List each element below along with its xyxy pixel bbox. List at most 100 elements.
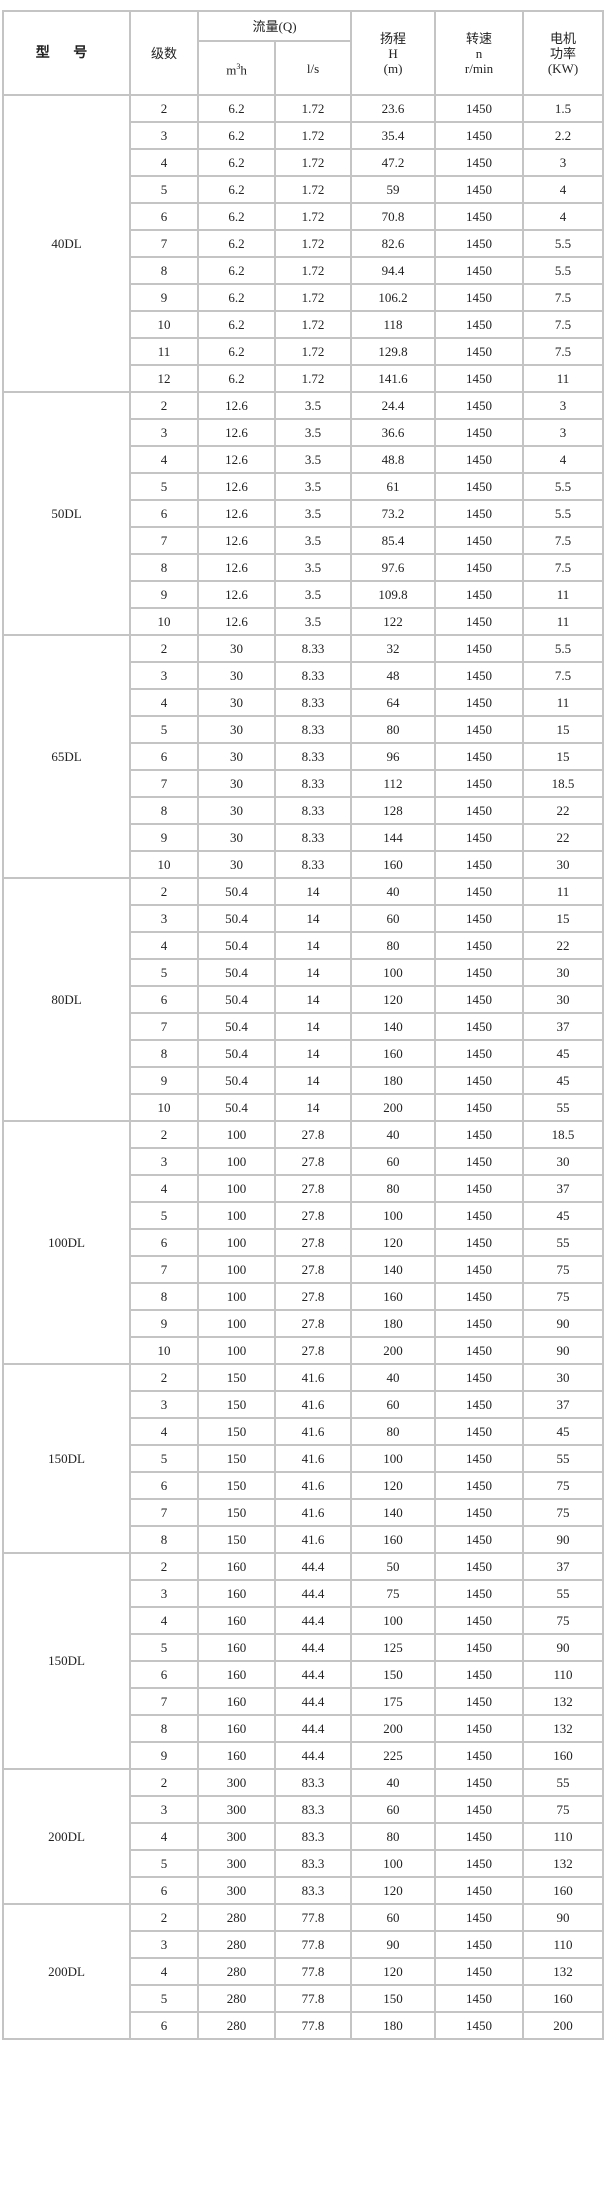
stages-cell: 7 [129,1255,199,1284]
power-cell: 15 [522,715,604,744]
speed-cell: 1450 [434,634,525,663]
flow-m3h-cell: 280 [197,1957,276,1986]
power-cell: 4 [522,175,604,204]
table-row: 65DL 2 30 8.33 32 1450 5.5 [2,634,604,879]
flow-ls-cell: 41.6 [273,1444,353,1473]
header-power-line1: 电机 [550,30,577,46]
flow-m3h-cell: 50.4 [197,1093,276,1122]
table-row: 4 300 83.3 80 1450 110 [3,1822,604,1851]
power-cell: 90 [522,1309,604,1338]
speed-cell: 1450 [434,1768,525,1797]
power-cell: 160 [522,1984,604,2013]
flow-ls-cell: 44.4 [273,1714,353,1743]
power-cell: 5.5 [522,256,604,285]
flow-m3h-cell: 300 [197,1795,276,1824]
speed-cell: 1450 [434,688,525,717]
power-cell: 132 [522,1957,604,1986]
pump-spec-table: 型 号 级数 流量(Q) 扬程 H (m) 转速 n r/min 电机 功率 (KW) m3… [2,10,604,2040]
speed-cell: 1450 [434,1336,525,1365]
power-cell: 15 [522,742,604,771]
head-cell: 120 [350,1957,437,1986]
head-cell: 129.8 [350,337,437,366]
stages-cell: 6 [129,1228,199,1257]
head-cell: 48 [350,661,437,690]
speed-cell: 1450 [434,1390,525,1419]
speed-cell: 1450 [434,1147,525,1176]
flow-ls-cell: 27.8 [273,1309,353,1338]
speed-cell: 1450 [434,985,525,1014]
head-cell: 75 [350,1579,437,1608]
power-cell: 11 [522,877,604,906]
stages-cell: 2 [129,1363,199,1392]
flow-m3h-cell: 12.6 [197,445,276,474]
head-cell: 180 [350,1066,437,1095]
power-cell: 45 [522,1417,604,1446]
head-cell: 125 [350,1633,437,1662]
stages-cell: 4 [129,931,199,960]
flow-m3h-cell: 12.6 [197,607,276,636]
flow-ls-cell: 8.33 [273,796,353,825]
flow-ls-cell: 44.4 [273,1741,353,1770]
power-cell: 2.2 [522,121,604,150]
speed-cell: 1450 [434,472,525,501]
head-cell: 35.4 [350,121,437,150]
head-cell: 100 [350,1201,437,1230]
speed-cell: 1450 [434,121,525,150]
power-cell: 11 [522,364,604,393]
flow-ls-cell: 41.6 [273,1471,353,1500]
stages-cell: 7 [129,229,199,258]
table-row: 7 100 27.8 140 1450 75 [3,1255,604,1284]
power-cell: 132 [522,1849,604,1878]
speed-cell: 1450 [434,1552,525,1581]
flow-m3h-cell: 160 [197,1633,276,1662]
stages-cell: 2 [129,1120,199,1149]
stages-cell: 5 [129,1444,199,1473]
flow-m3h-cell: 300 [197,1876,276,1905]
head-cell: 85.4 [350,526,437,555]
flow-m3h-cell: 50.4 [197,1039,276,1068]
speed-cell: 1450 [434,1363,525,1392]
power-cell: 160 [522,1741,604,1770]
power-cell: 75 [522,1282,604,1311]
head-cell: 100 [350,958,437,987]
stages-cell: 8 [129,1525,199,1554]
table-row: 8 30 8.33 128 1450 22 [3,796,604,825]
head-cell: 64 [350,688,437,717]
flow-m3h-cell: 30 [197,688,276,717]
power-cell: 45 [522,1066,604,1095]
stages-cell: 3 [129,1390,199,1419]
flow-m3h-cell: 30 [197,769,276,798]
flow-m3h-cell: 100 [197,1255,276,1284]
head-cell: 200 [350,1714,437,1743]
stages-cell: 6 [129,202,199,231]
stages-cell: 6 [129,985,199,1014]
flow-m3h-cell: 6.2 [197,310,276,339]
speed-cell: 1450 [434,1876,525,1905]
power-cell: 55 [522,1228,604,1257]
head-cell: 118 [350,310,437,339]
header-stages: 级数 [129,10,199,96]
flow-ls-cell: 44.4 [273,1633,353,1662]
head-cell: 200 [350,1093,437,1122]
head-cell: 120 [350,985,437,1014]
flow-ls-cell: 83.3 [273,1822,353,1851]
stages-cell: 7 [129,1498,199,1527]
stages-cell: 5 [129,1984,199,2013]
head-cell: 106.2 [350,283,437,312]
model-cell: 200DL [2,1768,131,1905]
stages-cell: 4 [129,445,199,474]
stages-cell: 4 [129,1417,199,1446]
model-cell: 65DL [2,634,131,879]
head-cell: 96 [350,742,437,771]
speed-cell: 1450 [434,202,525,231]
speed-cell: 1450 [434,1471,525,1500]
table-row: 8 150 41.6 160 1450 90 [3,1525,604,1554]
speed-cell: 1450 [434,1660,525,1689]
flow-m3h-cell: 300 [197,1768,276,1797]
stages-cell: 3 [129,1930,199,1959]
flow-ls-cell: 8.33 [273,661,353,690]
power-cell: 75 [522,1606,604,1635]
header-head: 扬程 H (m) [350,10,437,96]
table-row: 200DL 2 280 77.8 60 1450 90 [2,1903,604,2040]
stages-cell: 3 [129,1579,199,1608]
